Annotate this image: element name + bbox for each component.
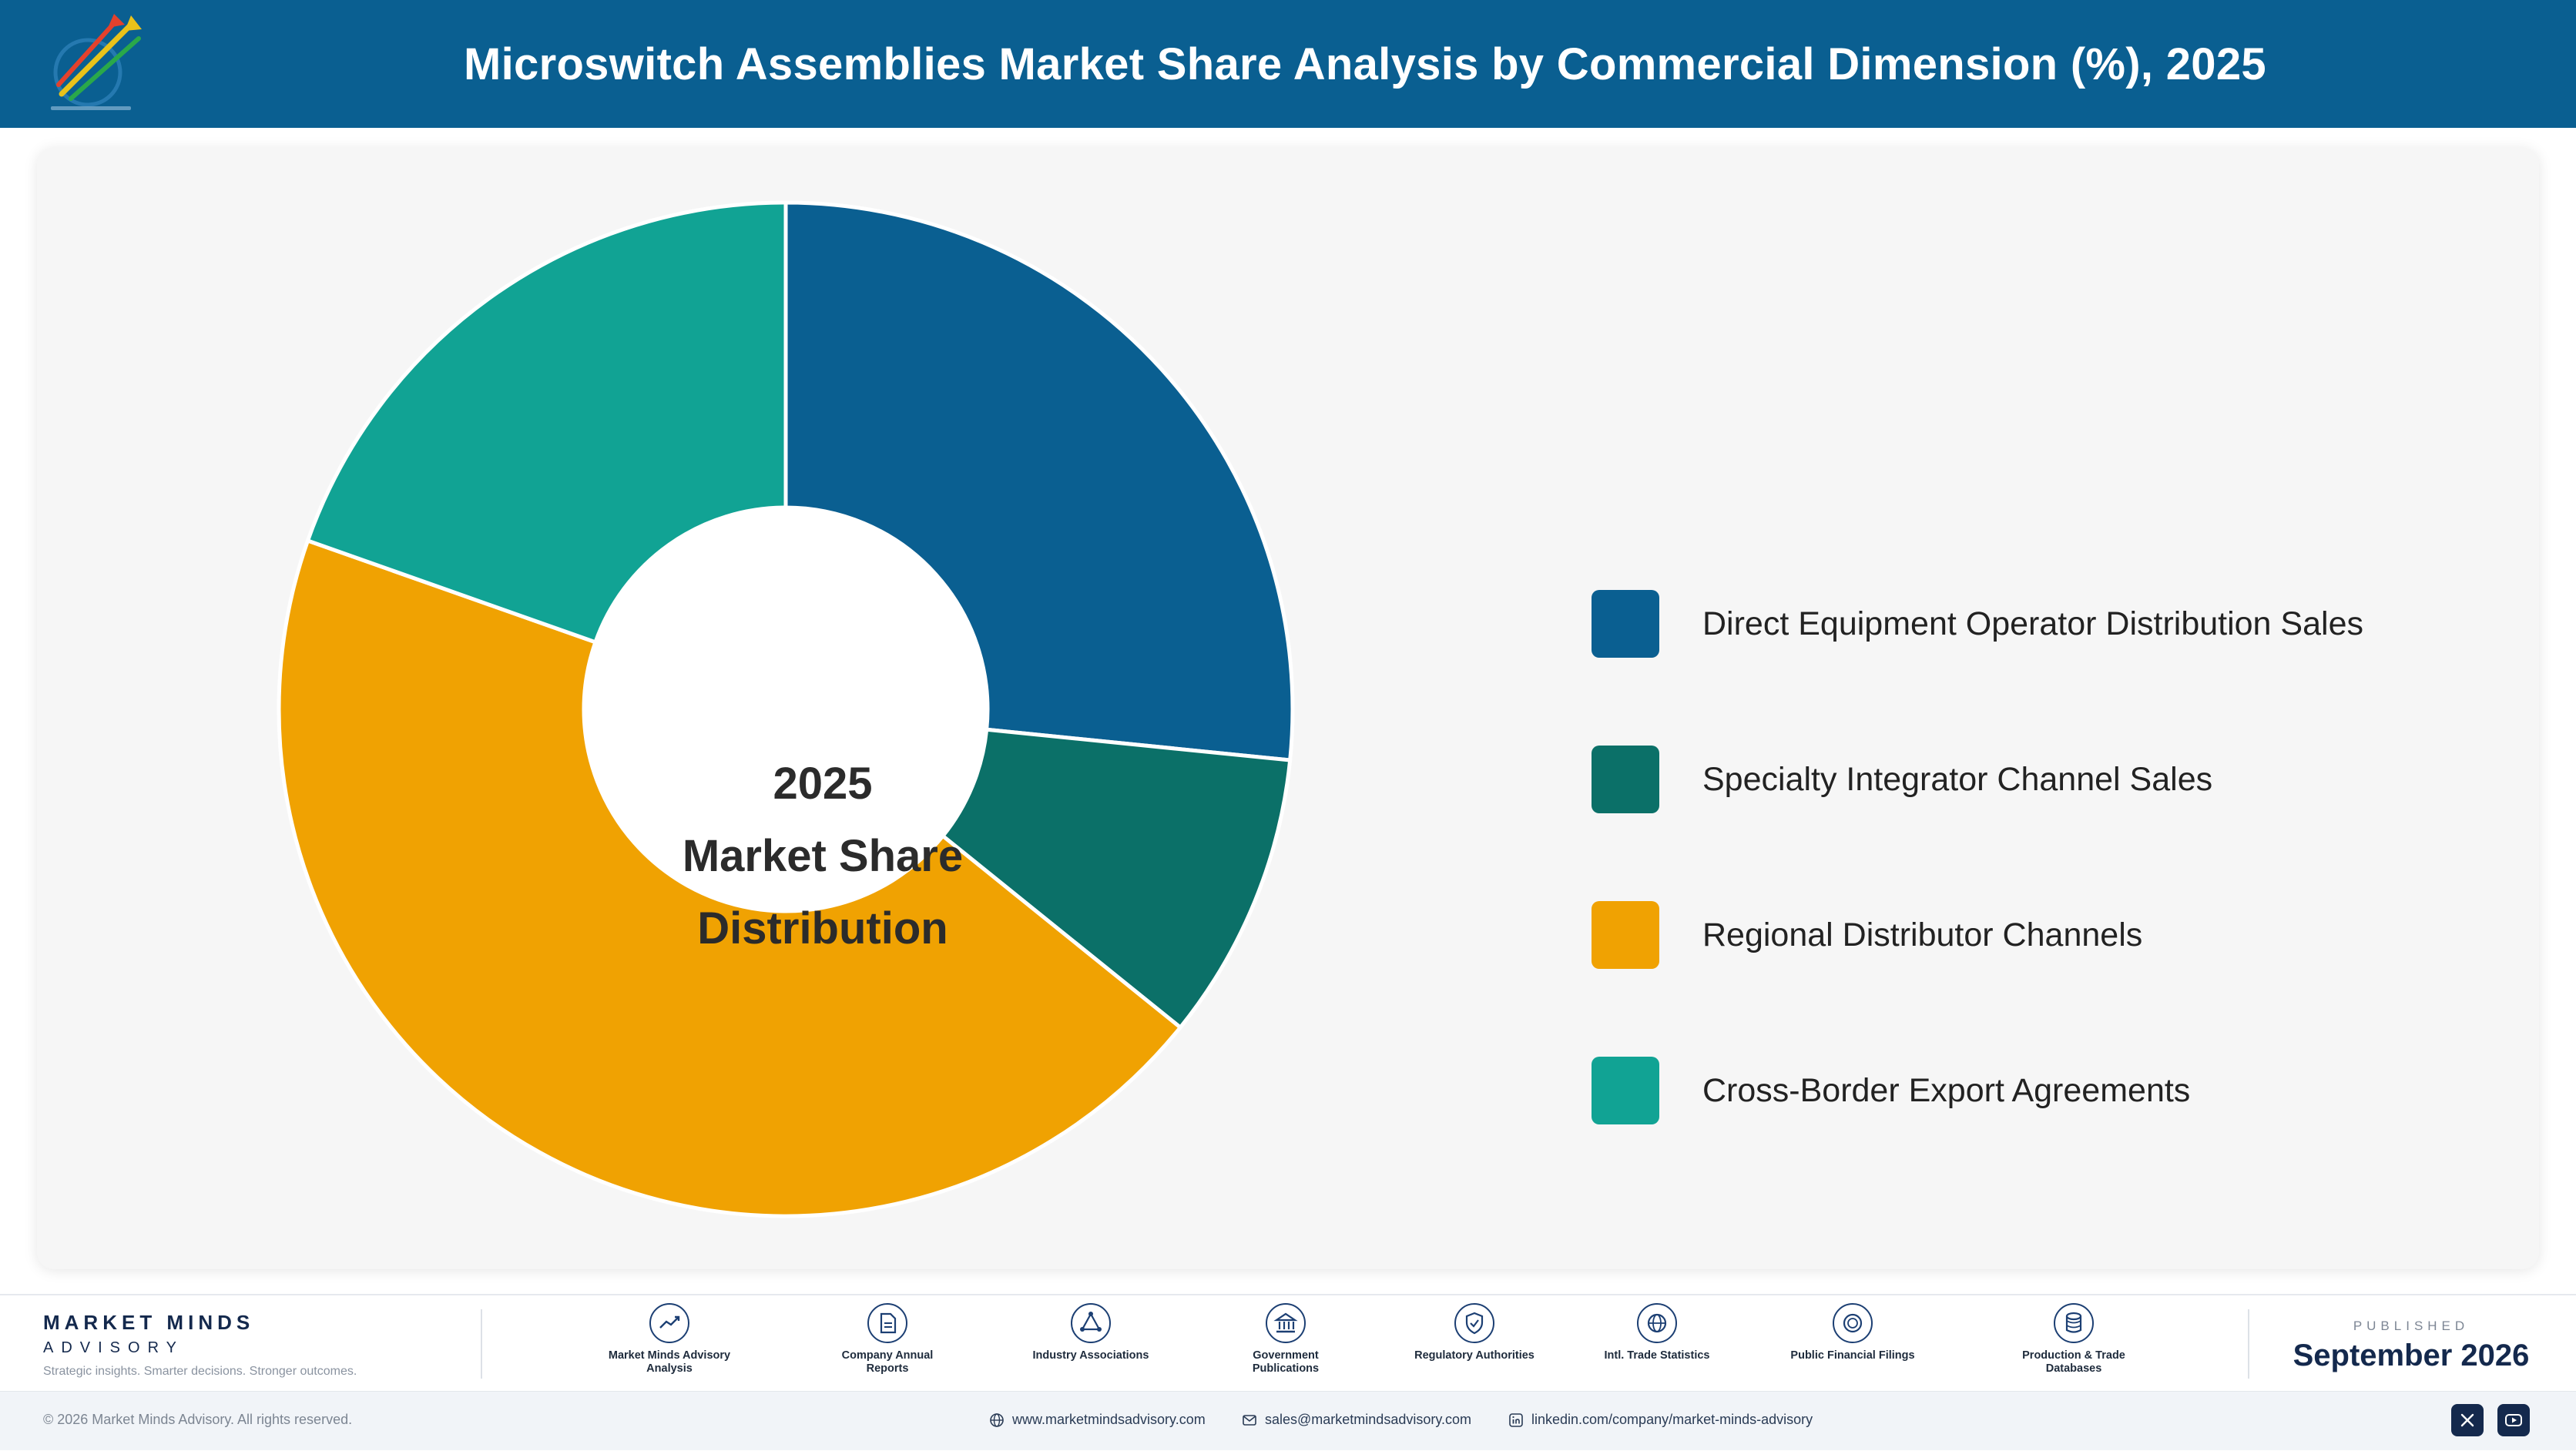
- source-item: Government Publications: [1209, 1303, 1363, 1376]
- footer-divider: [481, 1309, 482, 1379]
- legend-swatch: [1592, 746, 1659, 813]
- legend-label: Regional Distributor Channels: [1702, 916, 2143, 953]
- header-bar: Microswitch Assemblies Market Share Anal…: [0, 0, 2576, 128]
- legend-label: Direct Equipment Operator Distribution S…: [1702, 605, 2363, 642]
- legend-label: Cross-Border Export Agreements: [1702, 1071, 2191, 1109]
- bottom-bar: © 2026 Market Minds Advisory. All rights…: [0, 1391, 2576, 1450]
- coin-icon: [1833, 1303, 1873, 1343]
- footer-brand: MARKET MINDS ADVISORY Strategic insights…: [43, 1311, 357, 1379]
- source-label: Regulatory Authorities: [1414, 1349, 1535, 1362]
- email-text: sales@marketmindsadvisory.com: [1265, 1412, 1472, 1427]
- source-label: Company Annual Reports: [841, 1349, 934, 1375]
- linkedin-link[interactable]: linkedin.com/company/market-minds-adviso…: [1508, 1412, 1813, 1428]
- footer-divider: [2248, 1309, 2249, 1379]
- brand-name: MARKET MINDS: [43, 1311, 255, 1334]
- donut-slice-2[interactable]: [940, 727, 1293, 1030]
- x-logo-icon: [2460, 1413, 2474, 1427]
- globe-icon: [1637, 1303, 1677, 1343]
- donut-hole: [584, 508, 988, 911]
- company-logo-icon: [51, 14, 142, 110]
- legend-item[interactable]: Cross-Border Export Agreements: [1592, 1057, 2516, 1124]
- center-label-year: 2025: [773, 759, 873, 809]
- brand-tagline: Strategic insights. Smarter decisions. S…: [43, 1365, 357, 1378]
- legend-item[interactable]: Specialty Integrator Channel Sales: [1592, 746, 2516, 813]
- source-label: Market Minds Advisory Analysis: [608, 1349, 731, 1375]
- email-link[interactable]: sales@marketmindsadvisory.com: [1242, 1412, 1471, 1428]
- center-label-line3: Distribution: [697, 903, 948, 953]
- government-building-icon: [1266, 1303, 1306, 1343]
- source-item: Industry Associations: [1014, 1303, 1168, 1362]
- database-icon: [2054, 1303, 2094, 1343]
- source-item: Market Minds Advisory Analysis: [592, 1303, 746, 1376]
- legend-item[interactable]: Regional Distributor Channels: [1592, 901, 2516, 969]
- legend-swatch: [1592, 1057, 1659, 1124]
- source-item: Intl. Trade Statistics: [1580, 1303, 1734, 1362]
- website-link[interactable]: www.marketmindsadvisory.com: [989, 1412, 1206, 1428]
- legend-item[interactable]: Direct Equipment Operator Distribution S…: [1592, 590, 2516, 658]
- brand-subtitle: ADVISORY: [43, 1339, 184, 1356]
- network-icon: [1071, 1303, 1111, 1343]
- source-label: Intl. Trade Statistics: [1604, 1349, 1710, 1362]
- published-info: PUBLISHED September 2026: [2280, 1319, 2542, 1373]
- source-label: Public Financial Filings: [1790, 1349, 1915, 1362]
- linkedin-text: linkedin.com/company/market-minds-adviso…: [1531, 1412, 1813, 1427]
- page-title: Microswitch Assemblies Market Share Anal…: [464, 39, 2266, 89]
- source-item: Public Financial Filings: [1776, 1303, 1930, 1362]
- legend-label: Specialty Integrator Channel Sales: [1702, 760, 2213, 798]
- source-item: Regulatory Authorities: [1397, 1303, 1551, 1362]
- chart-card: 2025 Market Share Distribution Direct Eq…: [37, 148, 2539, 1269]
- linkedin-icon: [1509, 1412, 1523, 1427]
- source-label: Production & Trade Databases: [2022, 1349, 2125, 1375]
- website-text: www.marketmindsadvisory.com: [1012, 1412, 1206, 1427]
- trend-chart-icon: [649, 1303, 689, 1343]
- donut-center-label: 2025 Market Share Distribution: [669, 752, 977, 960]
- donut-chart: [277, 200, 1295, 1218]
- published-label: PUBLISHED: [2353, 1319, 2470, 1333]
- youtube-icon: [2505, 1414, 2522, 1426]
- globe-icon: [990, 1412, 1004, 1427]
- source-item: Production & Trade Databases: [1997, 1303, 2151, 1376]
- copyright-text: © 2026 Market Minds Advisory. All rights…: [43, 1412, 353, 1427]
- center-label-line2: Market Share: [682, 831, 964, 881]
- source-item: Company Annual Reports: [810, 1303, 964, 1376]
- mail-icon: [1243, 1414, 1256, 1426]
- legend-swatch: [1592, 901, 1659, 969]
- published-date: September 2026: [2293, 1339, 2530, 1372]
- shield-check-icon: [1454, 1303, 1494, 1343]
- source-label: Government Publications: [1252, 1349, 1320, 1375]
- source-label: Industry Associations: [1032, 1349, 1149, 1362]
- document-icon: [867, 1303, 907, 1343]
- youtube-social-button[interactable]: [2497, 1404, 2530, 1436]
- legend-swatch: [1592, 590, 1659, 658]
- x-social-button[interactable]: [2451, 1404, 2484, 1436]
